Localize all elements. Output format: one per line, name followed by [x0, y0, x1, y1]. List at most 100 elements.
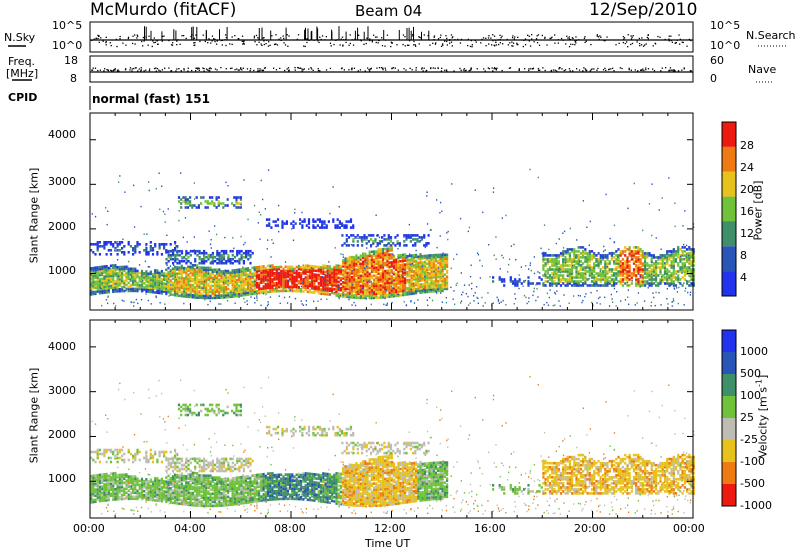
power-noise [171, 288, 173, 291]
freq-dot [642, 68, 644, 70]
power-cell [397, 276, 400, 279]
power-cell [390, 289, 393, 292]
power-cell [249, 268, 252, 272]
nsky-dot [495, 41, 497, 44]
power-cell [200, 259, 203, 263]
power-cell [145, 243, 148, 246]
nsky-dot [220, 39, 222, 42]
power-cell [359, 278, 362, 282]
power-cell [251, 272, 254, 276]
power-cell [657, 256, 660, 259]
power-cell [136, 241, 139, 244]
nsky-dot [229, 43, 231, 45]
nsky-dot [626, 41, 628, 43]
power-cell [193, 294, 197, 297]
power-cell [414, 242, 417, 245]
power-cell [149, 276, 152, 280]
power-cell [555, 256, 558, 259]
power-cell [198, 274, 201, 277]
power-cell [319, 268, 323, 271]
power-cell [235, 280, 239, 284]
power-noise [329, 293, 331, 295]
power-cell [342, 285, 345, 288]
power-cell [628, 274, 631, 277]
power-noise [242, 266, 244, 269]
power-cell [650, 280, 653, 283]
power-cell [544, 270, 547, 273]
power-cell [342, 265, 345, 268]
freq-dot [661, 67, 663, 69]
power-cell [319, 272, 323, 275]
power-cell [249, 276, 252, 280]
power-noise [562, 232, 564, 234]
power-cell [125, 279, 128, 283]
power-cell [238, 294, 241, 298]
nsky-dot [208, 38, 210, 40]
freq-dot [421, 67, 423, 69]
power-cell [189, 295, 192, 299]
nsky-dot [283, 42, 285, 44]
power-cell [245, 253, 248, 257]
power-cell [593, 284, 596, 287]
nsky-dot [467, 44, 469, 47]
power-cell [415, 267, 418, 271]
power-cell [281, 220, 284, 223]
power-cell [644, 276, 647, 279]
power-cell [154, 271, 157, 274]
power-cell [584, 268, 587, 271]
power-cell [271, 282, 274, 285]
power-cell [315, 285, 318, 289]
power-cell [255, 268, 258, 271]
power-noise [337, 264, 339, 267]
power-cell [443, 265, 446, 269]
power-cell [335, 286, 338, 289]
power-cell [364, 256, 367, 260]
nsky-dot [171, 44, 174, 46]
power-cell [446, 275, 449, 279]
nsky-dot [671, 41, 673, 43]
power-cell [388, 273, 391, 276]
power-noise [651, 183, 653, 185]
power-cell [213, 202, 216, 205]
power-cell [376, 244, 379, 247]
power-cell [421, 262, 424, 266]
power-cell [167, 259, 170, 263]
nsky-dot [554, 34, 556, 36]
power-cell [136, 273, 139, 277]
power-noise [244, 293, 246, 295]
power-cell [379, 290, 382, 293]
power-cell [235, 284, 239, 288]
power-cell [548, 282, 552, 285]
power-cell [174, 291, 177, 295]
power-cell [568, 270, 571, 273]
power-cell [683, 270, 686, 273]
power-cell [216, 270, 219, 274]
power-cell [399, 288, 402, 291]
power-cell [582, 246, 585, 249]
power-cell [606, 262, 609, 265]
power-cell [417, 279, 420, 283]
power-cell [421, 283, 424, 286]
power-cell [346, 279, 349, 283]
power-cell [672, 254, 675, 257]
power-cell [249, 270, 252, 274]
power-cell [94, 290, 97, 294]
power-noise [628, 303, 630, 306]
nsky-dot [469, 45, 472, 48]
power-cell [98, 267, 101, 271]
freq-dot [106, 69, 108, 71]
power-cell [446, 271, 449, 275]
power-cell [366, 264, 369, 268]
power-cell [244, 281, 247, 285]
power-cell [291, 287, 294, 291]
power-cell [632, 256, 636, 259]
power-noise [683, 304, 685, 306]
power-cell [644, 252, 647, 255]
freq-dot [133, 67, 135, 70]
power-cell [233, 273, 236, 276]
power-cell [639, 270, 642, 273]
nsky-dot [572, 43, 574, 46]
nsky-dot [413, 40, 415, 43]
power-cell [672, 282, 675, 285]
